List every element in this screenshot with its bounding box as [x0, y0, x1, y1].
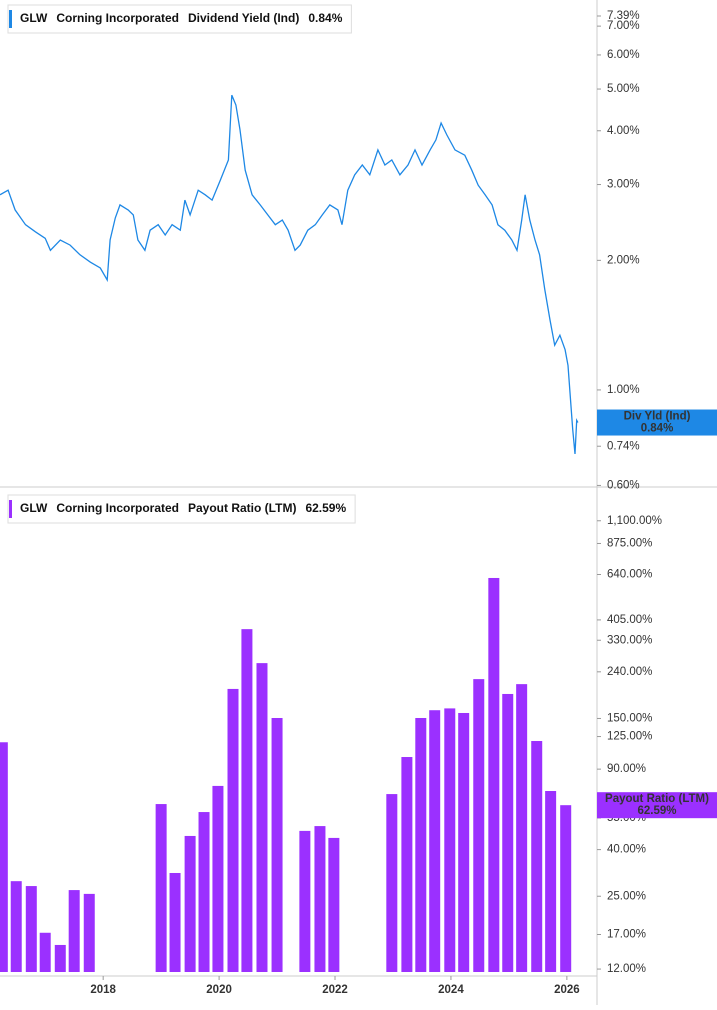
- bar: [401, 757, 413, 972]
- bar: [429, 710, 441, 972]
- legend-box: [7, 494, 356, 524]
- y-tick-label: 4.00%: [607, 125, 640, 137]
- y-tick-label: 150.00%: [607, 712, 652, 724]
- y-tick-label: 7.39%: [607, 10, 640, 22]
- y-tick-label: 3.00%: [607, 179, 640, 191]
- line: [0, 94, 579, 455]
- bar: [502, 693, 514, 972]
- y-tick-label: 875.00%: [607, 538, 652, 550]
- badge-name: Div Yld (Ind): [624, 411, 691, 423]
- y-tick-label: 17.00%: [607, 929, 646, 941]
- bar: [271, 717, 283, 972]
- bar: [198, 812, 210, 972]
- bar: [10, 881, 22, 972]
- y-tick-label: 12.00%: [607, 963, 646, 975]
- value-badge: [597, 792, 717, 819]
- bar: [299, 830, 311, 972]
- bar: [0, 742, 8, 972]
- legend-series: Payout Ratio (LTM): [188, 501, 296, 515]
- bar: [415, 717, 427, 972]
- legend-swatch: [9, 10, 12, 28]
- bar: [169, 872, 181, 972]
- legend-swatch: [9, 500, 12, 518]
- legend-value: 0.84%: [308, 11, 342, 25]
- bar: [560, 805, 572, 972]
- y-tick-label: 90.00%: [607, 763, 646, 775]
- bar: [241, 629, 253, 972]
- legend: GLW Corning Incorporated Payout Ratio (LTM…: [7, 494, 356, 524]
- bar: [545, 791, 557, 972]
- y-tick-label: 1.00%: [607, 384, 640, 396]
- y-tick-label: 330.00%: [607, 634, 652, 646]
- y-tick-label: 5.00%: [607, 83, 640, 95]
- bar: [444, 708, 456, 972]
- badge-value: 0.84%: [641, 423, 674, 435]
- legend-value: 62.59%: [305, 501, 346, 515]
- legend-ticker: GLW: [20, 501, 48, 515]
- y-tick-label: 25.00%: [607, 890, 646, 902]
- y-tick-label: 2.00%: [607, 254, 640, 266]
- bar: [155, 804, 167, 972]
- bar: [458, 712, 470, 972]
- value-badge: [597, 409, 717, 436]
- bar: [54, 944, 66, 972]
- bar: [328, 837, 340, 972]
- bar: [212, 785, 224, 972]
- y-tick-label: 7.00%: [607, 20, 640, 32]
- badge-value: 62.59%: [637, 805, 676, 817]
- bar: [531, 741, 543, 972]
- y-tick-label: 405.00%: [607, 614, 652, 626]
- bar: [227, 688, 239, 972]
- bar: [83, 893, 95, 972]
- x-tick-label: 2024: [438, 984, 464, 996]
- bar: [25, 886, 37, 972]
- badge-name: Payout Ratio (LTM): [605, 793, 709, 805]
- bar: [39, 932, 51, 972]
- legend-company: Corning Incorporated: [56, 11, 179, 25]
- bar: [256, 663, 268, 972]
- bar: [473, 679, 485, 972]
- legend: GLW Corning Incorporated Dividend Yield (I…: [7, 4, 352, 34]
- bar: [68, 890, 80, 972]
- x-tick-label: 2022: [322, 984, 348, 996]
- x-tick-label: 2026: [554, 984, 580, 996]
- legend-ticker: GLW: [20, 11, 48, 25]
- bar: [314, 826, 326, 972]
- y-tick-label: 0.60%: [607, 479, 640, 491]
- legend-series: Dividend Yield (Ind): [188, 11, 299, 25]
- bar: [184, 835, 196, 972]
- x-tick-label: 2018: [90, 984, 116, 996]
- y-tick-label: 0.74%: [607, 440, 640, 452]
- x-tick-label: 2020: [206, 984, 232, 996]
- y-tick-label: 640.00%: [607, 569, 652, 581]
- bar: [516, 684, 528, 972]
- y-tick-label: 40.00%: [607, 844, 646, 856]
- bar: [488, 577, 500, 972]
- bar: [386, 794, 398, 972]
- legend-company: Corning Incorporated: [56, 501, 179, 515]
- y-tick-label: 240.00%: [607, 666, 652, 678]
- y-tick-label: 1,100.00%: [607, 515, 662, 527]
- y-tick-label: 6.00%: [607, 49, 640, 61]
- y-tick-label: 125.00%: [607, 731, 652, 743]
- legend-box: [7, 4, 352, 34]
